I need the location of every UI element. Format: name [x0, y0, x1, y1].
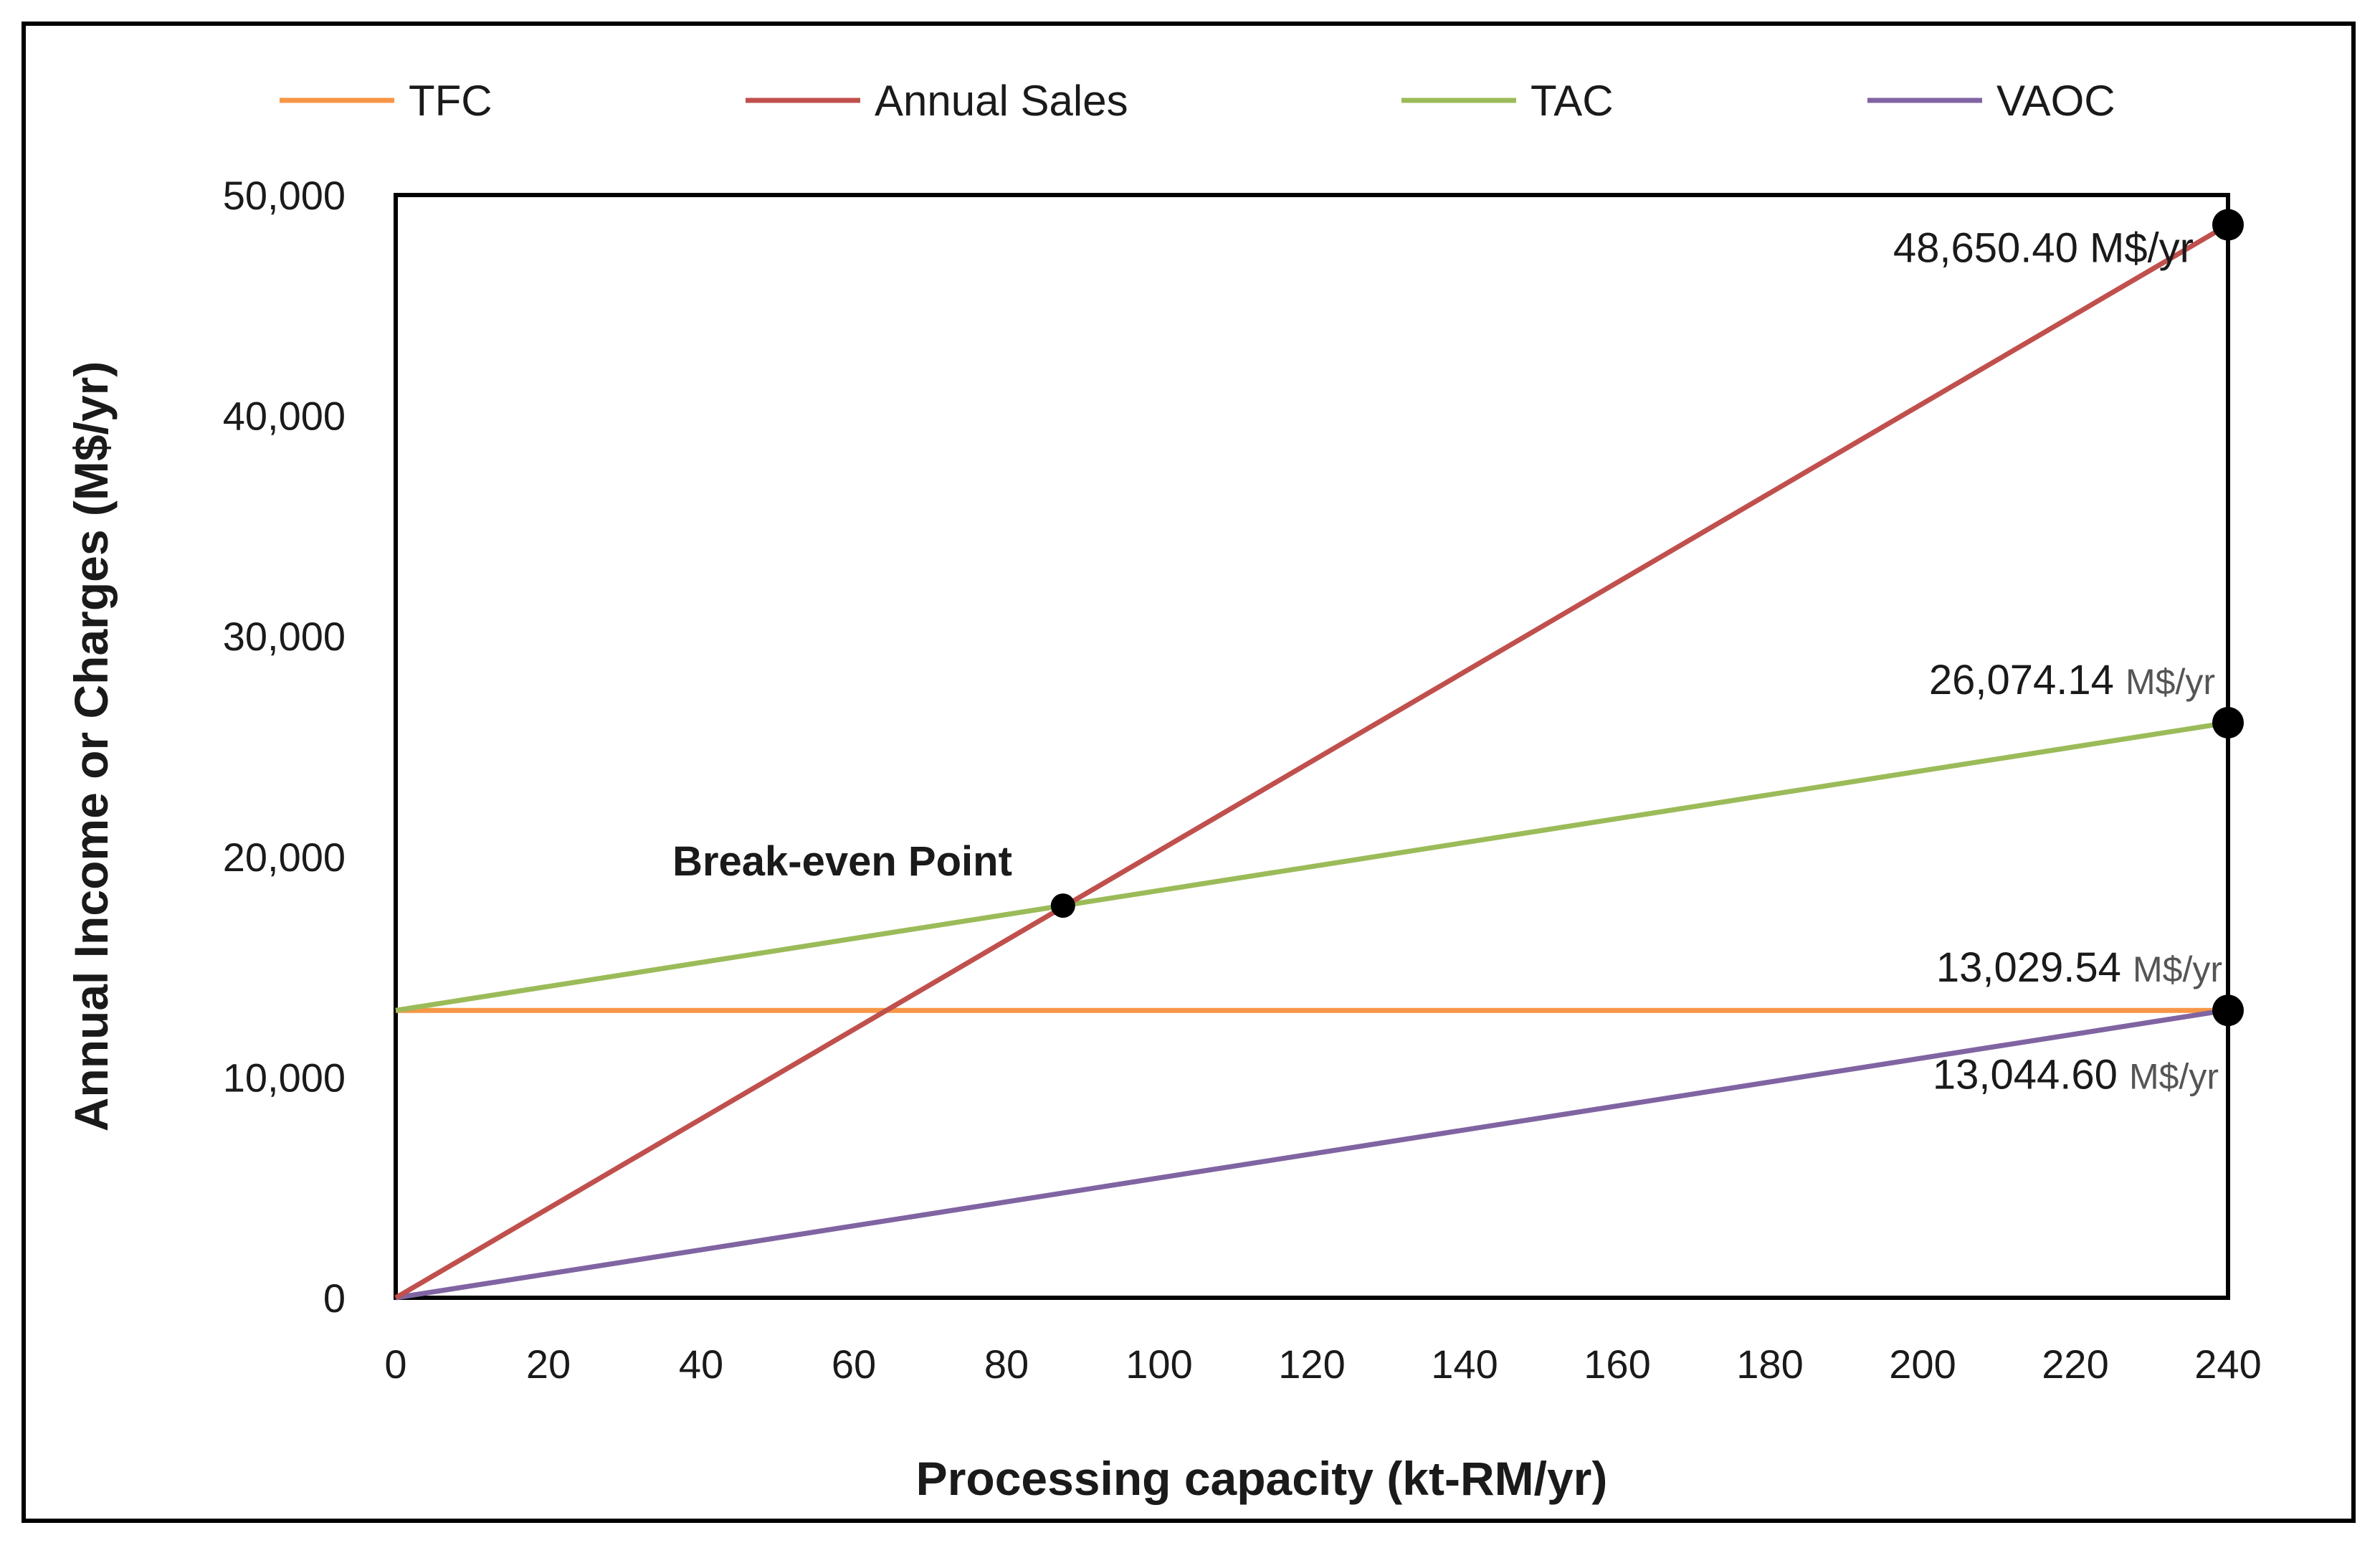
legend-label: Annual Sales	[875, 77, 1128, 125]
legend-label: VAOC	[1996, 77, 2115, 125]
x-tick-label: 40	[679, 1342, 723, 1387]
annotation-value: 13,044.60	[1933, 1052, 2129, 1098]
data-marker	[2212, 209, 2244, 241]
annotation-tfc: 13,029.54 M$/yr	[1936, 944, 2222, 991]
legend-label: TAC	[1531, 77, 1614, 125]
x-axis-title: Processing capacity (kt-RM/yr)	[916, 1452, 1608, 1505]
y-tick-label: 20,000	[223, 835, 346, 880]
annotation-value: 48,650.40	[1893, 225, 2090, 272]
data-marker	[1050, 893, 1075, 918]
x-tick-label: 200	[1889, 1342, 1956, 1387]
annotation-sales: 48,650.40 M$/yr	[1893, 225, 2194, 272]
annotation-value: 26,074.14	[1929, 657, 2126, 703]
legend-label: TFC	[409, 77, 492, 125]
x-tick-label: 120	[1278, 1342, 1345, 1387]
series-line-tac	[395, 720, 2229, 1013]
x-tick-label: 160	[1584, 1342, 1650, 1387]
data-marker	[2212, 706, 2244, 739]
annotation-vaoc: 13,044.60 M$/yr	[1933, 1052, 2219, 1098]
x-tick-label: 220	[2042, 1342, 2108, 1387]
y-axis-title: Annual Income or Charges (M$/yr)	[65, 361, 118, 1132]
x-axis: 0 20 40 60 80 100 120 140 160 180 200 220 240	[384, 1342, 2261, 1387]
break-even-label: Break-even Point	[672, 838, 1012, 885]
legend: TFC Annual Sales TAC VAOC	[280, 77, 2115, 125]
annotation-unit: M$/yr	[2126, 662, 2215, 702]
chart-frame	[22, 22, 2356, 1523]
annotation-value: 13,029.54	[1936, 944, 2133, 991]
series-line-annual-sales	[394, 222, 2229, 1301]
y-tick-label: 30,000	[223, 614, 346, 659]
y-axis: 0 10,000 20,000 30,000 40,000 50,000	[223, 173, 346, 1321]
x-tick-label: 60	[832, 1342, 876, 1387]
x-tick-label: 180	[1736, 1342, 1803, 1387]
series-line-vaoc	[395, 1007, 2229, 1301]
markers	[1050, 209, 2244, 1027]
series-lines	[394, 222, 2229, 1301]
y-tick-label: 40,000	[223, 394, 346, 439]
x-tick-label: 100	[1125, 1342, 1192, 1387]
y-tick-label: 0	[323, 1276, 346, 1321]
annotation-tac: 26,074.14 M$/yr	[1929, 657, 2215, 703]
x-tick-label: 80	[984, 1342, 1029, 1387]
annotation-unit: M$/yr	[2129, 1057, 2219, 1097]
x-tick-label: 0	[384, 1342, 406, 1387]
annotation-unit: M$/yr	[2133, 949, 2222, 989]
plot-area	[394, 193, 2230, 1300]
x-tick-label: 240	[2194, 1342, 2261, 1387]
y-tick-label: 50,000	[223, 173, 346, 218]
data-marker	[2212, 994, 2244, 1027]
y-tick-label: 10,000	[223, 1055, 346, 1100]
annotation-unit: M$/yr	[2090, 225, 2194, 272]
x-tick-label: 140	[1431, 1342, 1498, 1387]
x-tick-label: 20	[526, 1342, 571, 1387]
